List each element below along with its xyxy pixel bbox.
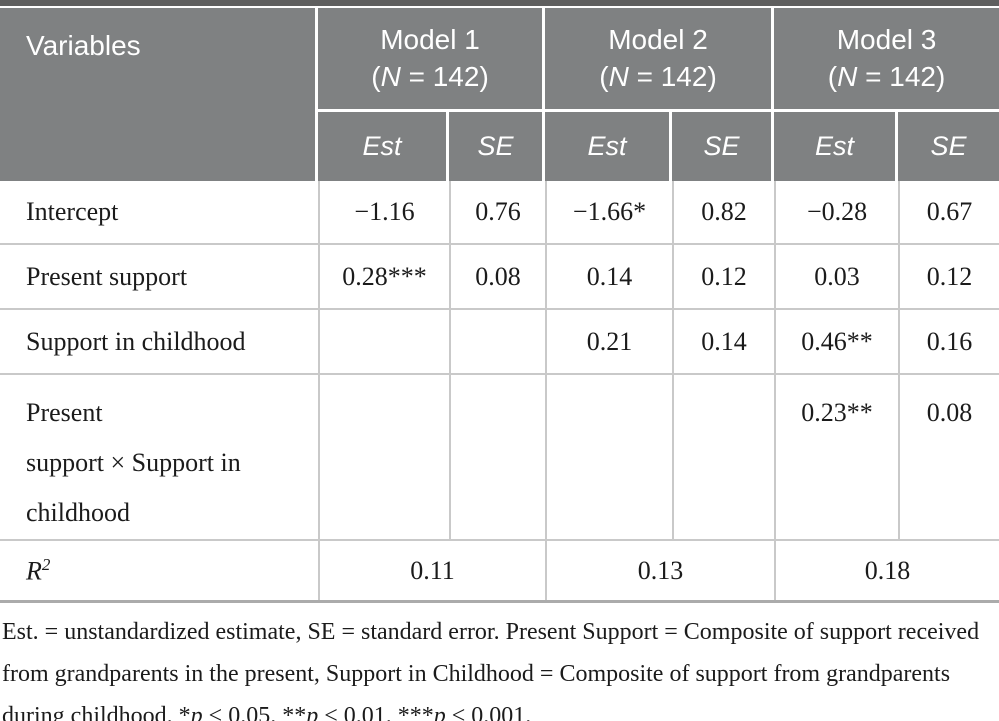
footnote-p-symbol: p [306, 703, 319, 721]
header-row-est-se: Est SE Est SE Est SE [0, 112, 999, 181]
footnote-text: < 0.05. ** [202, 703, 307, 721]
model-1-title: Model 1 [380, 23, 480, 55]
cell-m1-est [318, 373, 449, 539]
cell-m2-r2: 0.13 [545, 539, 775, 600]
model-2-n-open: ( [599, 60, 609, 92]
cell-m3-est: 0.46** [774, 308, 899, 373]
model-2-n-rest: = 142) [628, 60, 717, 92]
header-m3-se: SE [898, 112, 999, 181]
table-body: Intercept −1.16 0.76 −1.66* 0.82 −0.28 0… [0, 181, 999, 600]
r-squared-exponent: 2 [41, 554, 51, 574]
header-model-1: Model 1 (N = 142) [318, 8, 546, 112]
cell-m3-est: −0.28 [774, 181, 899, 243]
footnote-p-symbol: p [190, 703, 203, 721]
row-label-line: Intercept [26, 197, 119, 226]
cell-m2-se: 0.14 [672, 308, 775, 373]
table-footnote: Est. = unstandardized estimate, SE = sta… [0, 611, 999, 721]
table-row-r-squared: R2 0.11 0.13 0.18 [0, 539, 999, 600]
model-3-n-open: ( [827, 60, 838, 92]
header-m2-est: Est [545, 112, 673, 181]
cell-m2-est [545, 373, 673, 539]
table-row-support-in-childhood: Support in childhood 0.21 0.14 0.46** 0.… [0, 308, 999, 373]
table-top-border [0, 0, 999, 6]
cell-m2-se: 0.82 [672, 181, 775, 243]
row-label-line: childhood [26, 498, 130, 527]
model-1-n-symbol: N [380, 60, 401, 92]
model-2-n: (N = 142) [546, 59, 770, 96]
cell-m1-est: 0.28*** [318, 243, 449, 308]
model-3-n-symbol: N [837, 60, 858, 92]
cell-m1-se [449, 373, 546, 539]
header-variables: Variables [0, 8, 318, 181]
header-m1-se: SE [449, 112, 546, 181]
cell-m1-se [449, 308, 546, 373]
model-1-n: (N = 142) [319, 59, 541, 96]
header-row-models: Variables Model 1 (N = 142) Model 2 (N =… [0, 8, 999, 181]
row-label-line: support × Support in [26, 448, 241, 477]
table-row-present-support: Present support 0.28*** 0.08 0.14 0.12 0… [0, 243, 999, 308]
model-3-n: (N = 142) [775, 59, 998, 96]
cell-m3-se: 0.12 [898, 243, 999, 308]
row-label: Intercept [0, 181, 318, 243]
cell-m3-est: 0.03 [774, 243, 899, 308]
cell-m2-est: 0.21 [545, 308, 673, 373]
cell-m3-se: 0.67 [898, 181, 999, 243]
footnote-text: < 0.001. [445, 703, 532, 721]
cell-m3-se: 0.16 [898, 308, 999, 373]
footnote-p-symbol: p [433, 703, 446, 721]
cell-m2-se [672, 373, 775, 539]
row-label-line: Present support [26, 261, 188, 291]
cell-m1-se: 0.76 [449, 181, 546, 243]
model-3-title: Model 3 [836, 23, 937, 55]
row-label: Present support × Support in childhood [0, 373, 318, 539]
cell-m2-est: 0.14 [545, 243, 673, 308]
cell-m1-r2: 0.11 [318, 539, 546, 600]
header-m3-est: Est [774, 112, 899, 181]
model-3-n-rest: = 142) [857, 60, 946, 92]
row-label-line: Support in childhood [26, 326, 246, 356]
cell-m1-se: 0.08 [449, 243, 546, 308]
model-1-n-open: ( [371, 60, 381, 92]
model-2-n-symbol: N [608, 60, 629, 92]
model-1-n-rest: = 142) [400, 60, 489, 92]
table-header: Variables Model 1 (N = 142) Model 2 (N =… [0, 8, 999, 181]
header-m1-est: Est [318, 112, 449, 181]
cell-m2-se: 0.12 [672, 243, 775, 308]
cell-m1-est [318, 308, 449, 373]
table-row-interaction: Present support × Support in childhood 0… [0, 373, 999, 539]
cell-m3-r2: 0.18 [774, 539, 999, 600]
cell-m3-se: 0.08 [898, 373, 999, 539]
cell-m3-est: 0.23** [774, 373, 899, 539]
cell-m1-est: −1.16 [318, 181, 449, 243]
header-model-2: Model 2 (N = 142) [545, 8, 775, 112]
r-squared-symbol: R [26, 556, 42, 586]
table-row-intercept: Intercept −1.16 0.76 −1.66* 0.82 −0.28 0… [0, 181, 999, 243]
footnote-text: < 0.01. *** [318, 703, 434, 721]
row-label-line: Present [26, 398, 103, 427]
footnote-text: Est. = unstandardized estimate, SE = sta… [2, 619, 980, 721]
header-model-3: Model 3 (N = 142) [774, 8, 999, 112]
header-m2-se: SE [672, 112, 775, 181]
row-label: R2 [0, 539, 318, 600]
model-2-title: Model 2 [608, 23, 708, 55]
row-label: Present support [0, 243, 318, 308]
cell-m2-est: −1.66* [545, 181, 673, 243]
regression-table: Variables Model 1 (N = 142) Model 2 (N =… [0, 8, 999, 603]
row-label: Support in childhood [0, 308, 318, 373]
